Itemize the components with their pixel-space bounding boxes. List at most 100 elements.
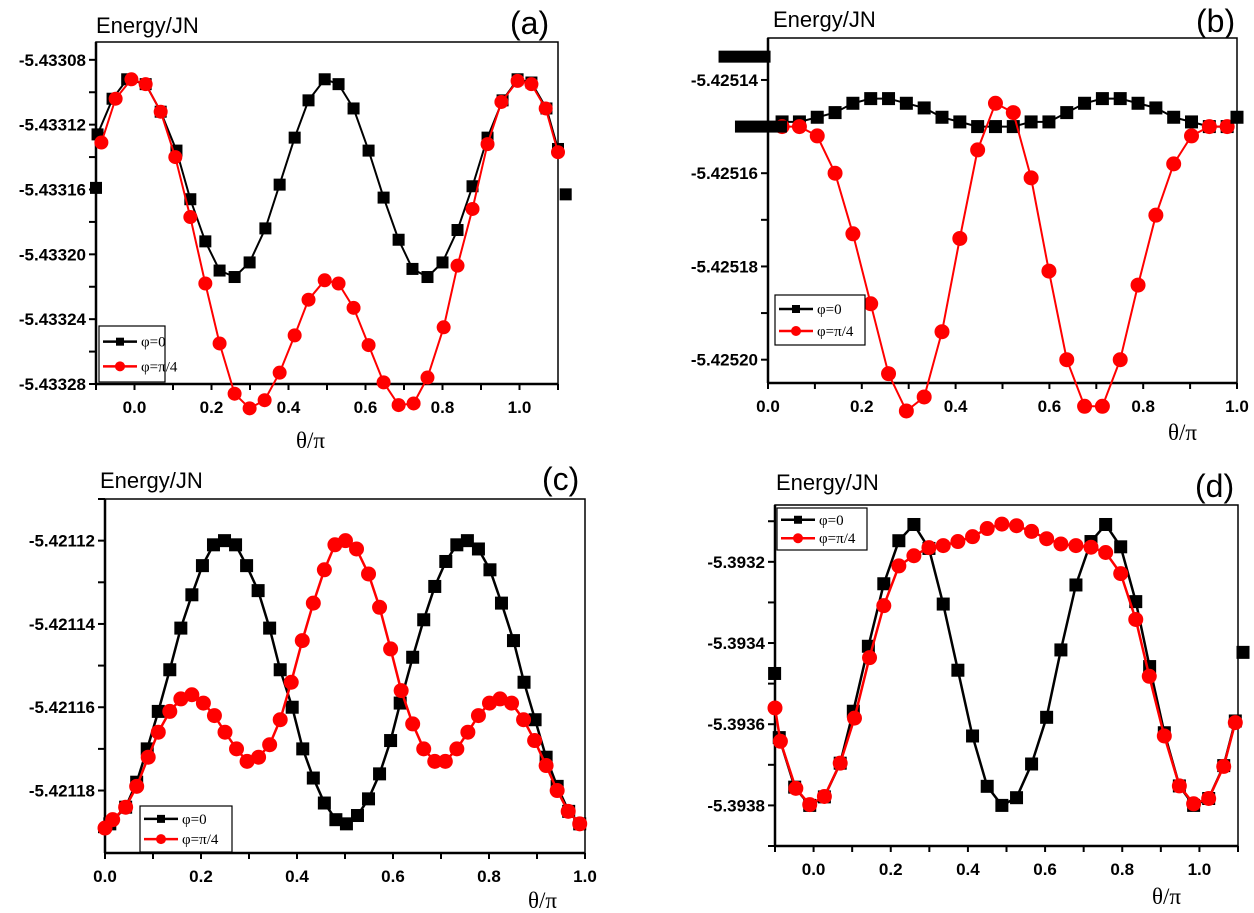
data-point-phi-pi-4 <box>1112 352 1128 368</box>
data-point-phi-pi-4 <box>950 534 966 550</box>
data-point-phi-0 <box>828 106 842 120</box>
legend: φ=0 φ=π/4 <box>98 325 178 383</box>
y-tick-label: -5.43308 <box>19 51 86 70</box>
data-point-phi-0 <box>966 729 980 743</box>
data-point-phi-pi-4 <box>1216 758 1232 774</box>
y-tick-label: -5.3938 <box>707 796 765 815</box>
x-tick-label: 0.2 <box>200 398 224 417</box>
data-point-phi-pi-4 <box>1077 398 1093 414</box>
x-tick-label: 0.8 <box>477 867 501 886</box>
data-point-phi-pi-4 <box>846 710 862 726</box>
data-point-phi-pi-4 <box>1023 170 1039 186</box>
data-point-phi-0 <box>373 767 387 781</box>
data-point-phi-pi-4 <box>492 691 508 707</box>
data-point-phi-pi-4 <box>767 700 783 716</box>
data-point-phi-0 <box>953 115 967 129</box>
data-point-phi-pi-4 <box>450 258 465 273</box>
y-tick-label: -5.3936 <box>707 715 765 734</box>
data-point-phi-0 <box>206 538 220 552</box>
series-line-phi-pi-4 <box>104 539 581 829</box>
data-point-phi-pi-4 <box>560 803 576 819</box>
data-point-phi-0 <box>332 78 345 91</box>
data-point-phi-pi-4 <box>916 389 932 405</box>
data-point-phi-0 <box>951 663 965 677</box>
data-point-phi-pi-4 <box>449 741 465 757</box>
data-point-phi-pi-4 <box>294 633 310 649</box>
data-point-phi-0 <box>995 798 1009 812</box>
y-tick-label: -5.42516 <box>691 164 758 183</box>
data-point-phi-pi-4 <box>465 201 480 216</box>
data-point-phi-pi-4 <box>572 816 588 832</box>
data-point-phi-pi-4 <box>331 276 346 291</box>
data-point-phi-0 <box>494 596 508 610</box>
data-point-phi-0 <box>306 771 320 785</box>
x-tick-label: 0.8 <box>431 398 455 417</box>
data-point-phi-pi-4 <box>420 370 435 385</box>
legend-square-icon <box>792 305 800 313</box>
legend-label: φ=π/4 <box>817 324 854 340</box>
data-point-phi-pi-4 <box>195 695 211 711</box>
data-point-phi-0 <box>163 663 177 677</box>
data-point-phi-0 <box>417 613 431 627</box>
data-point-phi-0 <box>199 235 212 248</box>
y-tick-label: -5.3934 <box>707 634 765 653</box>
data-point-phi-pi-4 <box>845 226 861 242</box>
panel-label: (d) <box>1195 468 1234 504</box>
data-point-phi-pi-4 <box>257 393 272 408</box>
x-tick-label: 0.4 <box>944 397 968 416</box>
data-point-phi-0 <box>263 621 277 635</box>
data-point-phi-pi-4 <box>1005 105 1021 121</box>
data-point-phi-pi-4 <box>217 724 233 740</box>
data-point-phi-0 <box>483 563 497 577</box>
data-point-phi-pi-4 <box>406 396 421 411</box>
data-point-phi-pi-4 <box>251 749 267 765</box>
data-point-phi-0 <box>1042 115 1056 129</box>
data-point-phi-pi-4 <box>1059 352 1075 368</box>
data-point-phi-0 <box>892 534 906 548</box>
data-point-phi-0 <box>907 517 921 531</box>
data-point-phi-pi-4 <box>906 548 922 564</box>
data-point-phi-0 <box>1010 791 1024 805</box>
data-point-phi-pi-4 <box>494 94 509 109</box>
legend-label: φ=π/4 <box>182 832 219 848</box>
x-tick-label: 0.0 <box>802 860 826 879</box>
data-point-phi-0 <box>296 742 310 756</box>
data-point-phi-pi-4 <box>898 403 914 419</box>
data-point-phi-pi-4 <box>183 210 198 225</box>
data-point-phi-pi-4 <box>129 778 145 794</box>
data-point-phi-pi-4 <box>791 119 807 135</box>
plot-area: 0.0 0.2 0.4 0.6 0.8 1.0 -5.42112 -5.42114 -5.421… <box>29 498 597 886</box>
data-point-phi-pi-4 <box>272 712 288 728</box>
x-tick-label: 0.6 <box>1038 397 1062 416</box>
data-point-phi-pi-4 <box>935 538 951 554</box>
data-point-phi-0 <box>877 577 891 591</box>
data-point-phi-pi-4 <box>460 724 476 740</box>
data-point-phi-pi-4 <box>934 324 950 340</box>
data-point-phi-0 <box>1095 92 1109 106</box>
plot-frame <box>104 498 586 854</box>
legend-circle-icon <box>791 326 801 336</box>
data-point-outlier <box>718 50 771 63</box>
x-tick-label: 0.6 <box>381 867 405 886</box>
data-point-phi-pi-4 <box>283 674 299 690</box>
data-point-phi-pi-4 <box>94 135 109 150</box>
data-point-outlier <box>1230 110 1244 124</box>
data-point-phi-0 <box>439 554 453 568</box>
data-point-phi-pi-4 <box>1186 796 1202 812</box>
y-axis-title: Energy/JN <box>773 7 876 32</box>
data-point-phi-0 <box>935 110 949 124</box>
data-point-phi-0 <box>1099 517 1113 531</box>
data-point-phi-pi-4 <box>881 366 897 382</box>
data-point-phi-0 <box>350 809 364 823</box>
data-point-phi-pi-4 <box>124 72 139 87</box>
data-point-phi-pi-4 <box>527 733 543 749</box>
data-point-phi-0 <box>406 262 419 275</box>
data-point-phi-0 <box>917 101 931 115</box>
data-point-phi-pi-4 <box>206 708 222 724</box>
data-point-phi-pi-4 <box>346 300 361 315</box>
y-tick-label: -5.42520 <box>691 351 758 370</box>
legend-box <box>98 325 166 383</box>
data-point-phi-pi-4 <box>108 91 123 106</box>
x-tick-label: 0.6 <box>1033 860 1057 879</box>
data-point-phi-pi-4 <box>317 273 332 288</box>
